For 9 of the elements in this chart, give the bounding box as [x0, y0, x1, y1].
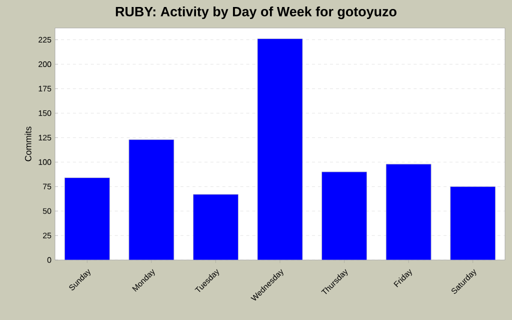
bar — [193, 194, 238, 260]
bar — [64, 178, 110, 260]
bar — [258, 38, 303, 260]
bar — [128, 140, 174, 260]
bar — [322, 172, 367, 260]
y-axis-title: Commits — [24, 126, 32, 162]
bar — [386, 164, 432, 260]
chart-title: RUBY: Activity by Day of Week for gotoyuzo — [116, 6, 396, 20]
bar — [450, 186, 496, 260]
